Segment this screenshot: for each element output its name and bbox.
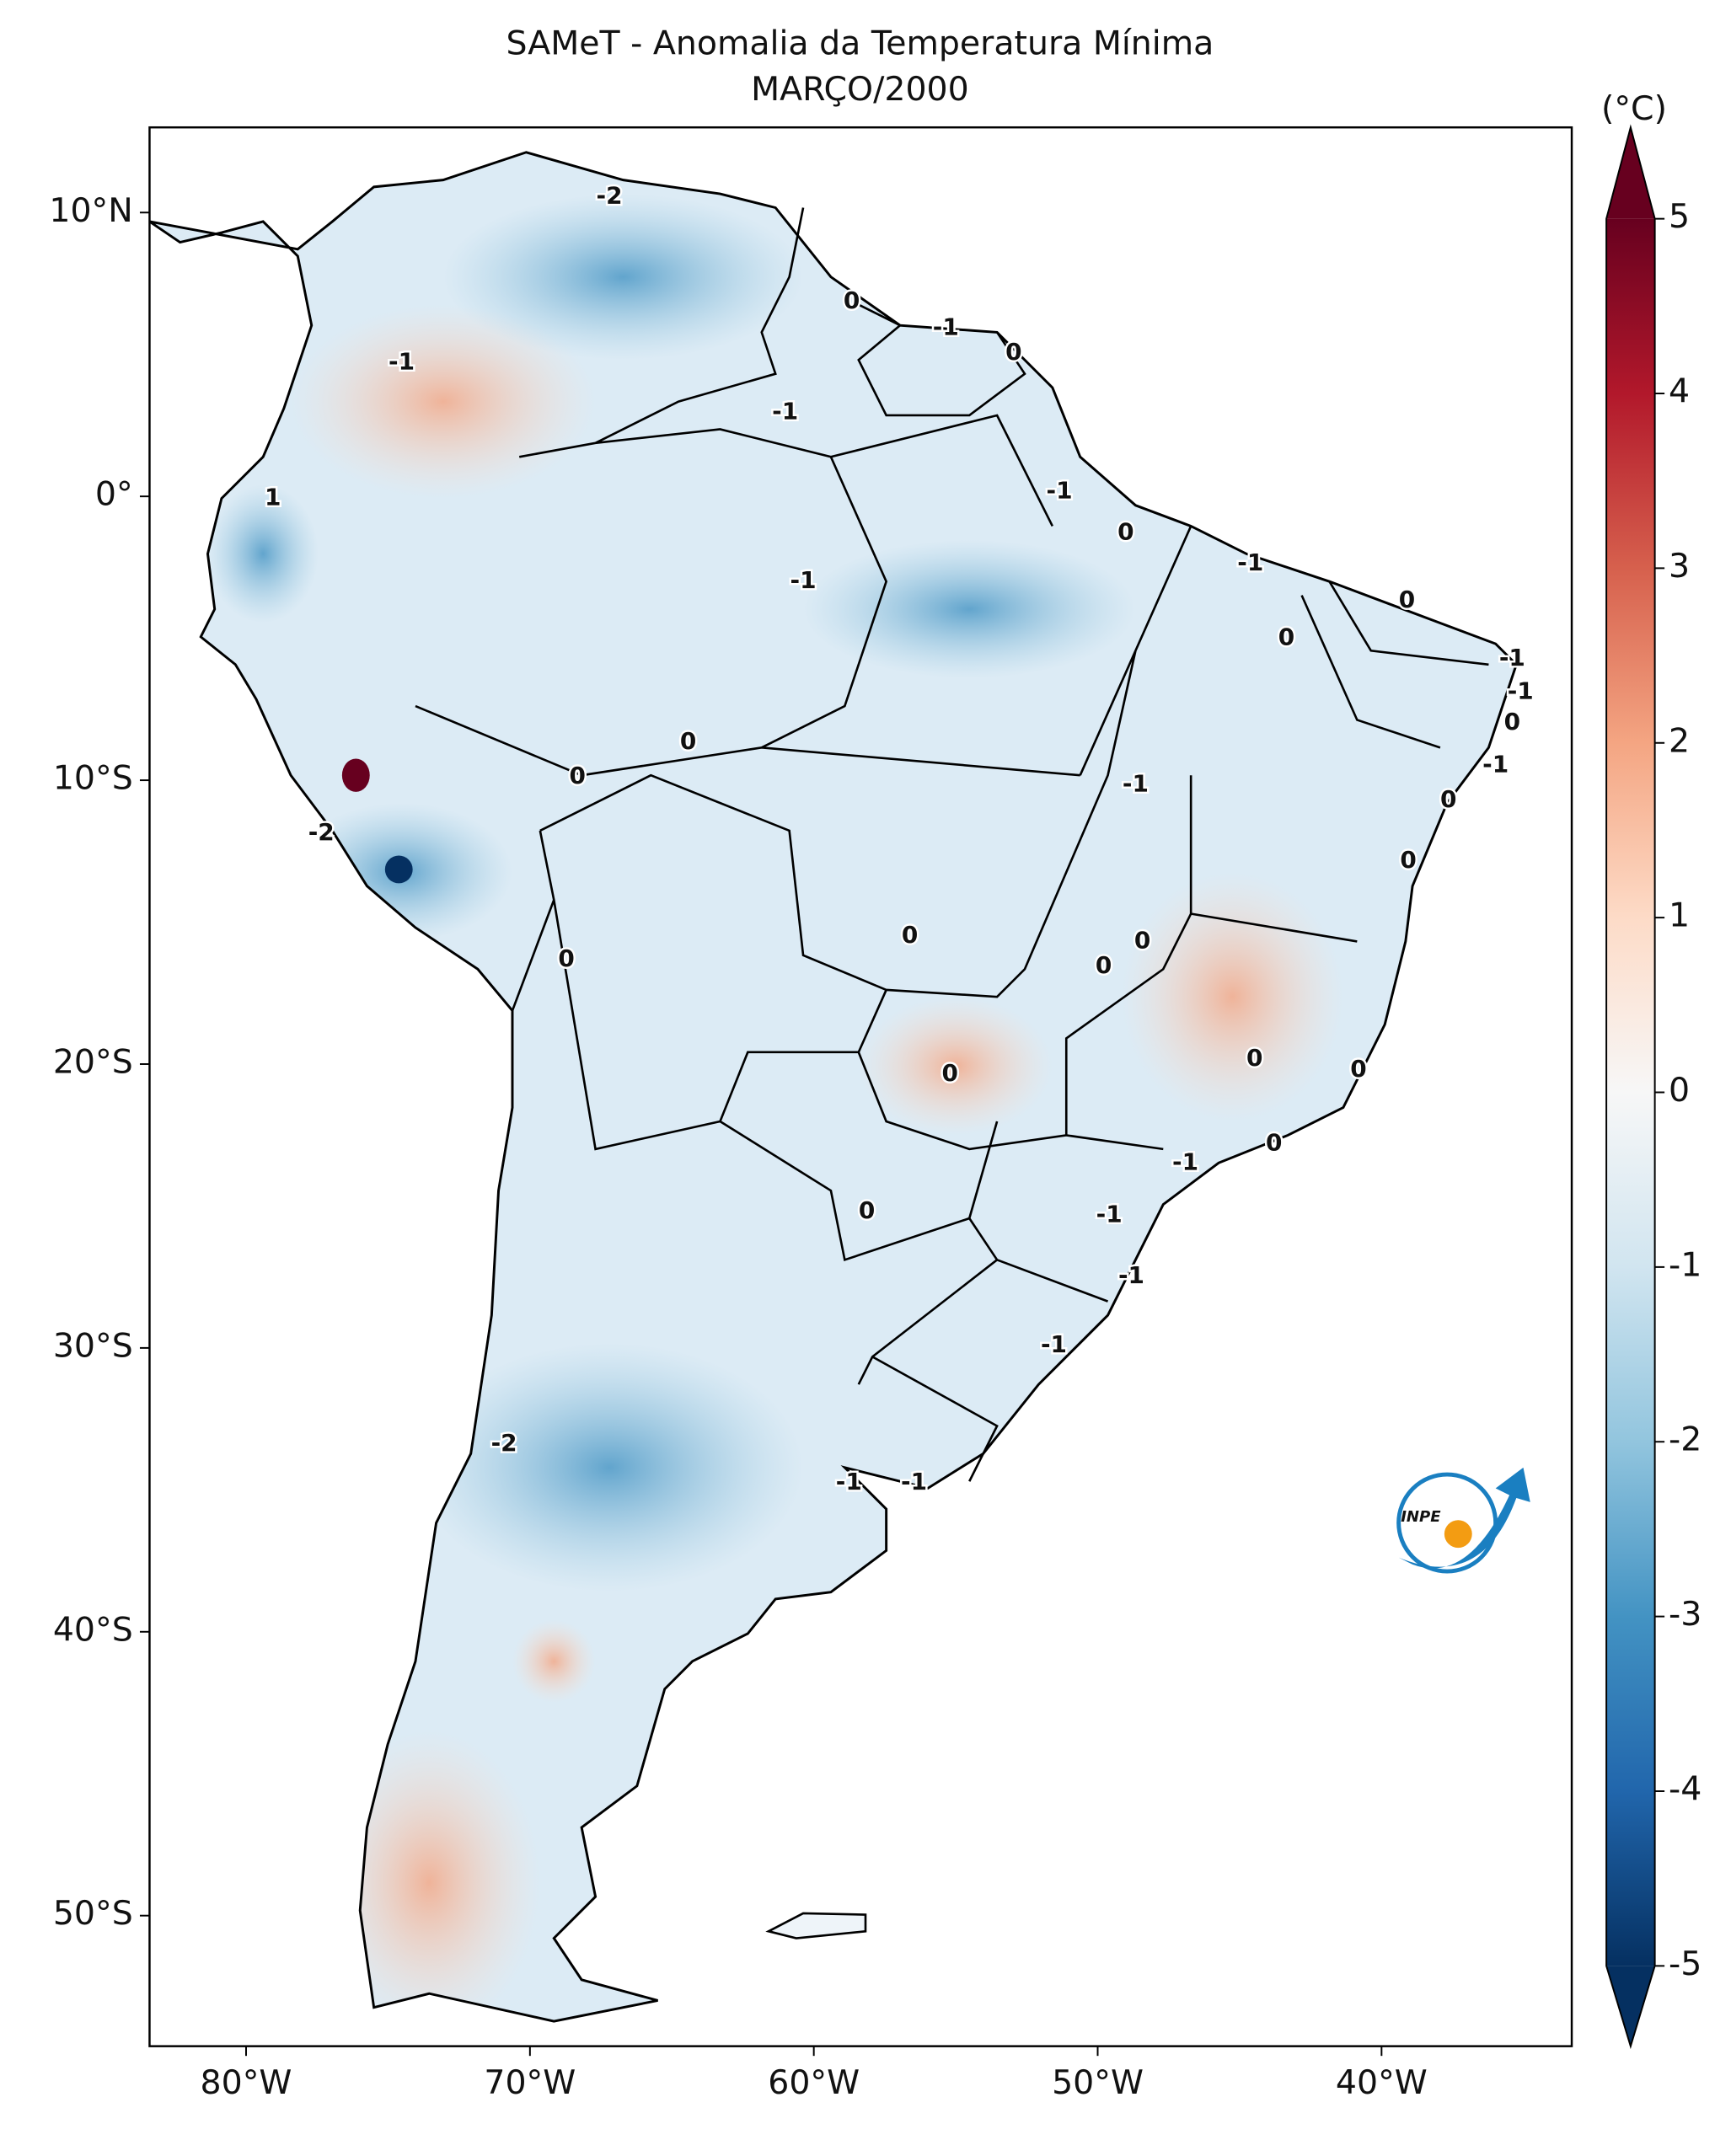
warm-area [858, 997, 1053, 1136]
contour-label: -1 [790, 566, 817, 594]
contour-label: -1 [1041, 1330, 1067, 1358]
hot-spot [341, 758, 370, 792]
contour-label: 0 [942, 1059, 958, 1087]
y-tick-label: 30°S [53, 1326, 133, 1365]
colorbar-extend-bottom [1606, 1966, 1655, 2046]
contour-label: 0 [1399, 586, 1415, 613]
cold-area [207, 484, 319, 623]
contour-label: -1 [1482, 751, 1509, 778]
contour-label: -1 [1123, 770, 1149, 798]
colorbar-tick-label: -2 [1669, 1420, 1702, 1459]
cold-spot [384, 855, 413, 884]
contour-label: 0 [1400, 846, 1416, 874]
colorbar-extend-top [1606, 127, 1655, 219]
colorbar [1606, 218, 1655, 1966]
contour-label: 0 [1266, 1128, 1282, 1156]
colorbar-tick-label: 1 [1669, 896, 1690, 935]
contour-label: 0 [1117, 518, 1133, 546]
logo-arrow [1398, 1467, 1530, 1569]
colorbar-tick-label: -5 [1669, 1945, 1702, 1983]
cold-area [803, 539, 1136, 679]
colorbar-tick-label: -3 [1669, 1595, 1702, 1634]
contour-label: -1 [772, 398, 798, 425]
logo-text: INPE [1401, 1508, 1441, 1526]
colorbar-tick-label: 5 [1669, 197, 1690, 236]
contour-label: 0 [859, 1196, 875, 1224]
x-tick-label: 40°W [1336, 2063, 1428, 2102]
colorbar-tick-label: -4 [1669, 1769, 1702, 1808]
contour-label: 0 [902, 921, 918, 949]
cold-area [442, 194, 804, 361]
contour-label: 0 [1096, 951, 1112, 979]
falklands [765, 1912, 867, 1939]
x-tick-label: 80°W [201, 2063, 292, 2102]
warm-area [291, 304, 596, 499]
colorbar-tick-label: -1 [1669, 1245, 1702, 1284]
colorbar-tick-label: 0 [1669, 1071, 1690, 1110]
warm-area [512, 1619, 596, 1704]
contour-label: -1 [389, 348, 415, 376]
contour-label: -1 [1172, 1148, 1198, 1175]
colorbar-tick-label: 3 [1669, 547, 1690, 586]
contour-label: 0 [569, 762, 585, 789]
y-tick-label: 50°S [53, 1894, 133, 1933]
warm-area [318, 1731, 540, 2022]
contour-label: 0 [1246, 1044, 1262, 1072]
contour-label: 0 [844, 286, 860, 314]
contour-label: -2 [308, 818, 335, 846]
contour-label: -1 [1237, 548, 1263, 576]
contour-label: 0 [558, 944, 574, 972]
contour-label: 0 [1278, 623, 1294, 651]
contour-label: -2 [596, 181, 622, 209]
y-tick-label: 10°N [49, 191, 132, 230]
warm-area [1121, 872, 1343, 1122]
contour-label: -1 [901, 1468, 927, 1495]
colorbar-tick-label: 2 [1669, 721, 1690, 760]
logo: INPE [1396, 1467, 1530, 1574]
contour-label: 0 [1005, 338, 1021, 366]
map-title: SAMeT - Anomalia da Temperatura Mínima [506, 24, 1214, 63]
map-subtitle: MARÇO/2000 [751, 70, 969, 109]
borders [415, 207, 1489, 1482]
contour-label: -1 [1118, 1261, 1144, 1289]
contour-label: 0 [1440, 785, 1456, 813]
contour-label: -1 [933, 313, 959, 340]
contour-label: -2 [491, 1429, 517, 1457]
cold-area [415, 1342, 804, 1592]
contour-label: 0 [680, 727, 696, 755]
contour-label: 0 [1504, 708, 1520, 736]
contour-label: 1 [265, 484, 281, 511]
x-tick-label: 50°W [1052, 2063, 1144, 2102]
contour-label: 0 [1350, 1055, 1366, 1083]
contour-label: -1 [1508, 677, 1534, 705]
contour-label: -1 [1096, 1201, 1123, 1228]
logo-dot [1444, 1520, 1472, 1549]
contour-label: -1 [1499, 644, 1525, 671]
x-tick-label: 70°W [484, 2063, 576, 2102]
y-tick-label: 10°S [53, 759, 133, 798]
contour-label: -1 [1047, 476, 1073, 504]
y-tick-label: 0° [95, 475, 133, 514]
contour-label: -1 [836, 1468, 862, 1495]
colorbar-tick-label: 4 [1669, 372, 1690, 411]
contour-label: 0 [1134, 926, 1150, 954]
colorbar-label: (°C) [1601, 89, 1667, 128]
y-tick-label: 20°S [53, 1042, 133, 1081]
y-tick-label: 40°S [53, 1610, 133, 1649]
x-tick-label: 60°W [768, 2063, 860, 2102]
